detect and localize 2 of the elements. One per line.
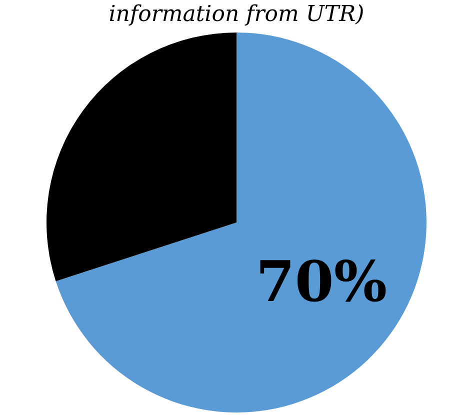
chart-title: information from UTR) [108,2,364,27]
data-label: 70% [256,249,388,316]
